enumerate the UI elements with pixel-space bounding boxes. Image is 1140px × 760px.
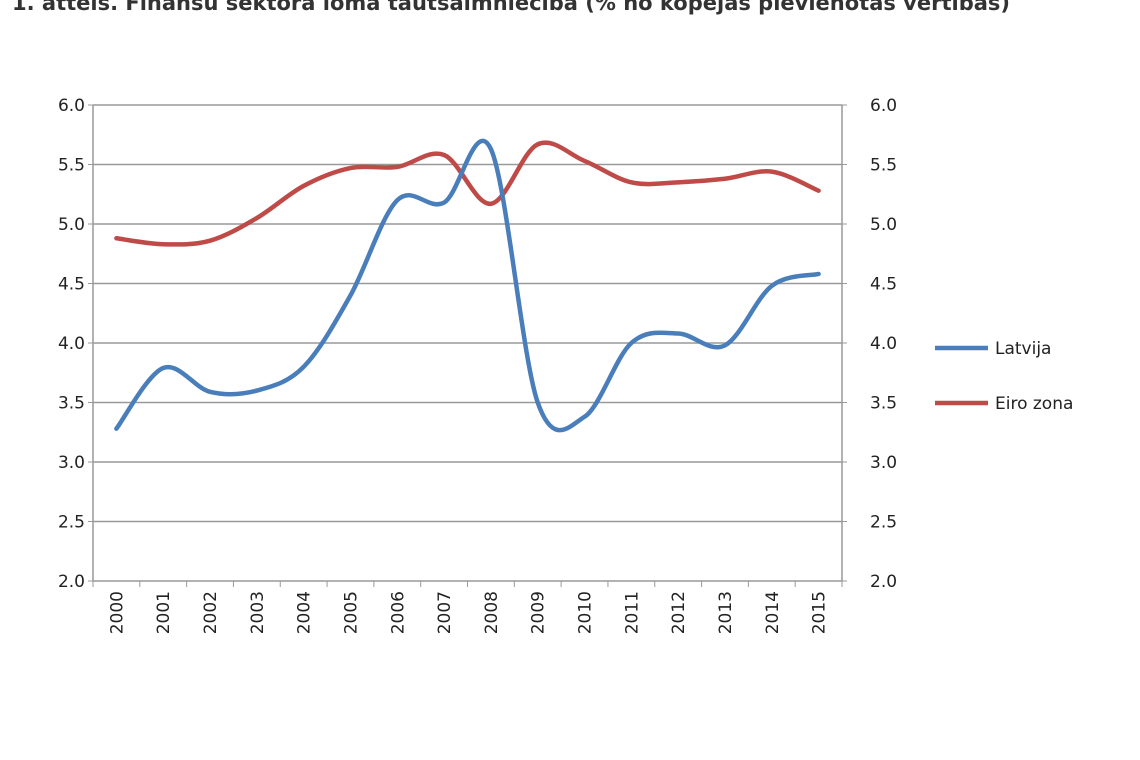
- y2-tick-label: 5.0: [870, 215, 897, 235]
- y2-tick-label: 6.0: [870, 96, 897, 116]
- chart-title: 1. attēls. Finanšu sektora loma tautsaim…: [12, 0, 1011, 15]
- x-tick-label: 2005: [341, 591, 361, 634]
- x-tick-label: 2004: [295, 591, 315, 634]
- x-tick-label: 2014: [763, 591, 783, 634]
- x-tick-label: 2012: [669, 591, 689, 634]
- y-tick-label: 5.5: [58, 156, 85, 176]
- x-tick-label: 2002: [201, 591, 221, 634]
- x-tick-label: 2007: [435, 591, 455, 634]
- y-tick-label: 5.0: [58, 215, 85, 235]
- x-tick-label: 2009: [529, 591, 549, 634]
- y2-tick-label: 4.0: [870, 334, 897, 354]
- x-tick-label: 2006: [388, 591, 408, 634]
- x-tick-label: 2015: [810, 591, 830, 634]
- y2-tick-label: 3.5: [870, 394, 897, 414]
- x-tick-label: 2010: [576, 591, 596, 634]
- legend-label: Eiro zona: [995, 394, 1073, 414]
- x-tick-label: 2008: [482, 591, 502, 634]
- legend-label: Latvija: [995, 339, 1051, 359]
- y-tick-label: 2.0: [58, 572, 85, 592]
- series-line-latvija: [114, 138, 821, 433]
- y2-tick-label: 3.0: [870, 453, 897, 473]
- y-tick-label: 4.5: [58, 275, 85, 295]
- x-tick-label: 2000: [107, 591, 127, 634]
- x-tick-label: 2011: [622, 591, 642, 634]
- y-tick-label: 4.0: [58, 334, 85, 354]
- series-line-eiro-zona: [114, 140, 821, 247]
- y-tick-label: 6.0: [58, 96, 85, 116]
- y-tick-label: 3.5: [58, 394, 85, 414]
- y2-tick-label: 4.5: [870, 275, 897, 295]
- y2-tick-label: 2.5: [870, 513, 897, 533]
- x-tick-label: 2003: [248, 591, 268, 634]
- y2-tick-label: 2.0: [870, 572, 897, 592]
- y-tick-label: 3.0: [58, 453, 85, 473]
- y-tick-label: 2.5: [58, 513, 85, 533]
- x-tick-label: 2001: [154, 591, 174, 634]
- y2-tick-label: 5.5: [870, 156, 897, 176]
- x-tick-label: 2013: [716, 591, 736, 634]
